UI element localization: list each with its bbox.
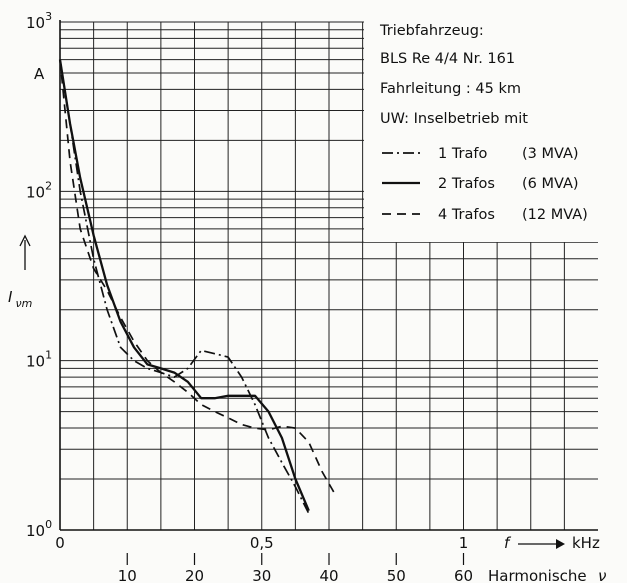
legend-series-capacity: (3 MVA) <box>522 146 579 162</box>
series-line-3 <box>59 59 337 496</box>
x-tick-label: 10 <box>118 567 137 583</box>
series-group <box>58 59 337 514</box>
x-tick-label: 40 <box>319 567 338 583</box>
y-tick-label: 103 <box>26 10 52 32</box>
legend-header-line: UW: Inselbetrieb mit <box>380 111 528 127</box>
axis-labels: 100 101 102 103 A I νm 0 0,5 1 10 20 30 40 50 60 f kHz Har… <box>8 10 606 583</box>
legend: Triebfahrzeug: BLS Re 4/4 Nr. 161 Fahrleit… <box>379 23 588 223</box>
x-tick-label: 30 <box>252 567 271 583</box>
x-secondary-label: f <box>504 534 512 552</box>
x-secondary-arrow-head <box>556 539 565 549</box>
y-axis-arrow-head <box>19 234 31 247</box>
y-tick-label: 102 <box>26 179 52 201</box>
legend-series-name: 1 Trafo <box>438 146 488 162</box>
x-axis-symbol: ν <box>598 567 606 583</box>
y-tick-label: 101 <box>26 349 52 371</box>
x-tick-label-khz: 1 <box>459 534 469 552</box>
legend-series-capacity: (12 MVA) <box>522 207 588 223</box>
legend-series-name: 2 Trafos <box>438 176 495 192</box>
y-tick-label: 100 <box>26 518 52 540</box>
series-line-2 <box>58 59 310 512</box>
legend-header-line: Triebfahrzeug: <box>379 23 484 39</box>
legend-header-line: BLS Re 4/4 Nr. 161 <box>380 51 515 67</box>
series-line-1 <box>59 59 310 514</box>
legend-series-name: 4 Trafos <box>438 207 495 223</box>
legend-header-line: Fahrleitung : 45 km <box>380 81 521 97</box>
axes <box>59 20 598 531</box>
x-tick-label-khz: 0,5 <box>250 534 274 552</box>
legend-series-capacity: (6 MVA) <box>522 176 579 192</box>
x-secondary-unit: kHz <box>572 534 600 552</box>
legend-background <box>364 12 616 242</box>
x-axis-label: Harmonische <box>488 567 587 583</box>
x-tick-label: 20 <box>185 567 204 583</box>
x-tick-label: 60 <box>454 567 473 583</box>
y-unit-label: A <box>34 65 45 83</box>
x-tick-label-khz: 0 <box>55 534 65 552</box>
x-tick-label: 50 <box>387 567 406 583</box>
